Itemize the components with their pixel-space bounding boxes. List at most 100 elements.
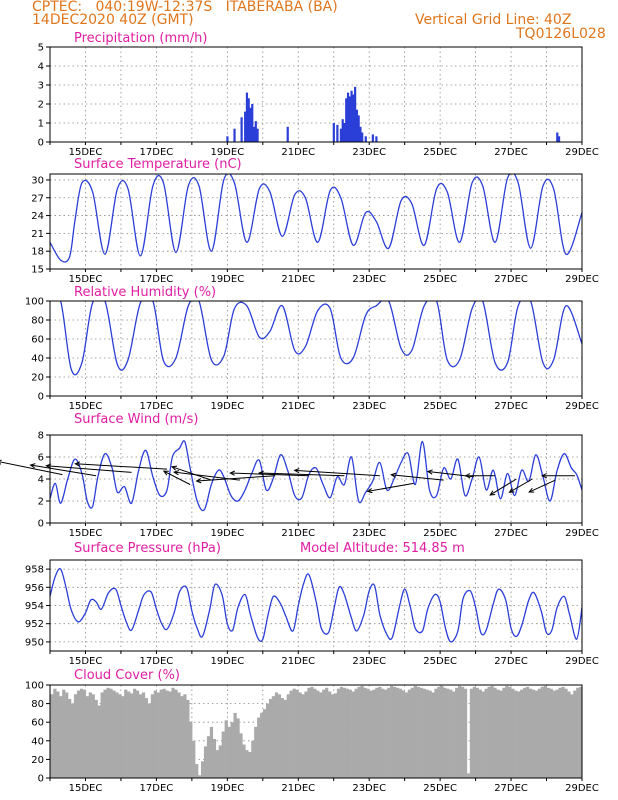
x-tick-label: 17DEC <box>140 656 174 667</box>
panel-title: Surface Pressure (hPa) <box>74 541 221 556</box>
wind-arrow-shaft <box>0 461 63 476</box>
cloud-bar <box>487 686 491 778</box>
cloud-bar <box>567 691 571 778</box>
cloud-bar <box>76 690 81 778</box>
series-line <box>50 568 582 643</box>
cloud-bar <box>313 688 317 778</box>
cloud-bar <box>141 692 146 778</box>
cloud-bar <box>189 722 193 778</box>
cloud-bar <box>490 685 494 778</box>
x-tick-label: 25DEC <box>423 656 457 667</box>
x-tick-label: 29DEC <box>565 401 599 412</box>
cloud-bar <box>564 688 568 778</box>
cloud-bar <box>239 733 243 778</box>
cloud-bar <box>576 687 580 778</box>
cloud-bar <box>271 696 276 778</box>
cloud-bar <box>177 692 181 778</box>
cloud-bar <box>88 692 92 778</box>
cloud-bar <box>265 703 270 778</box>
y-tick-label: 27 <box>31 193 44 204</box>
cloud-bar <box>579 686 583 778</box>
cloud-bar <box>328 691 332 778</box>
y-tick-label: 80 <box>31 699 44 710</box>
cloud-bar <box>345 688 349 778</box>
y-tick-label: 8 <box>38 431 44 442</box>
cloud-bar <box>147 703 152 778</box>
y-tick-label: 21 <box>31 229 44 240</box>
panel-frame <box>49 46 583 143</box>
cloud-bar <box>502 687 506 778</box>
panel-1: Surface Temperature (nC) 15 18 21 24 27 30 15DE… <box>31 157 599 285</box>
precip-bar <box>244 111 247 142</box>
x-tick-label: 23DEC <box>352 528 386 539</box>
cloud-bar <box>466 773 471 778</box>
x-tick-label: 19DEC <box>210 274 244 285</box>
cloud-bar <box>325 687 329 778</box>
panel-title: Surface Temperature (nC) <box>74 157 242 172</box>
cloud-bar <box>342 687 347 778</box>
series-line <box>50 174 582 263</box>
precip-bar <box>371 134 374 142</box>
cloud-bar <box>65 692 69 778</box>
precip-bar <box>557 136 561 142</box>
wind-arrow-head <box>508 487 515 493</box>
cloud-bar <box>319 692 323 778</box>
cloud-bar <box>59 696 63 778</box>
x-tick-label: 17DEC <box>140 147 174 158</box>
precip-bar <box>343 123 346 142</box>
panel-3: Surface Wind (m/s) 0 2 4 6 8 15DEC 17DEC 19DEC 21… <box>0 412 599 539</box>
cloud-bar <box>443 687 447 778</box>
cloud-bar <box>431 692 435 778</box>
precip-bar <box>361 132 364 142</box>
x-tick-label: 27DEC <box>494 147 528 158</box>
x-tick-label: 29DEC <box>565 147 599 158</box>
cloud-bar <box>508 686 512 778</box>
cloud-bar <box>268 698 273 778</box>
cloud-bar <box>534 690 539 778</box>
cloud-bar <box>221 731 225 778</box>
y-tick-label: 100 <box>25 681 44 692</box>
wind-arrow-head <box>170 465 178 471</box>
cloud-bar <box>206 736 211 778</box>
cloud-bar <box>520 689 524 778</box>
cloud-bar <box>413 685 417 778</box>
precip-bar <box>350 90 353 142</box>
x-tick-label: 21DEC <box>281 401 315 412</box>
x-tick-label: 27DEC <box>494 656 528 667</box>
cloud-bar <box>384 689 388 778</box>
cloud-bar <box>301 694 305 778</box>
precip-bar <box>247 98 250 142</box>
cloud-bar <box>555 689 559 778</box>
cloud-bar <box>106 687 110 778</box>
cloud-bar <box>203 746 208 778</box>
cloud-bar <box>404 692 409 778</box>
y-tick-label: 100 <box>25 297 44 308</box>
precip-bar <box>556 132 559 142</box>
x-tick-label: 21DEC <box>281 528 315 539</box>
wind-arrow-head <box>390 472 397 478</box>
cloud-bar <box>531 689 536 778</box>
x-tick-label: 17DEC <box>140 274 174 285</box>
cloud-bar <box>135 690 140 778</box>
panel-title: Cloud Cover (%) <box>74 668 180 683</box>
cloud-bar <box>446 688 450 778</box>
wind-arrow-head <box>464 473 471 479</box>
wind-arrow-head <box>29 463 36 469</box>
x-tick-label: 25DEC <box>423 147 457 158</box>
cloud-bar <box>496 689 500 778</box>
cloud-bar <box>224 720 228 778</box>
cloud-bar <box>463 688 468 778</box>
wind-arrow-head <box>366 488 373 494</box>
wind-arrow-shaft <box>171 466 212 481</box>
cloud-bar <box>455 687 459 778</box>
x-tick-label: 19DEC <box>210 656 244 667</box>
y-tick-label: 18 <box>31 247 44 258</box>
precip-bar <box>240 117 243 142</box>
cloud-bar <box>195 764 199 778</box>
panel-5: Cloud Cover (%) 0 20 40 60 80 100 15DEC 17DEC 19D… <box>25 668 599 794</box>
cloud-bar <box>505 685 509 778</box>
precip-bar <box>359 126 362 142</box>
x-tick-label: 21DEC <box>281 274 315 285</box>
cloud-bar <box>434 688 438 778</box>
